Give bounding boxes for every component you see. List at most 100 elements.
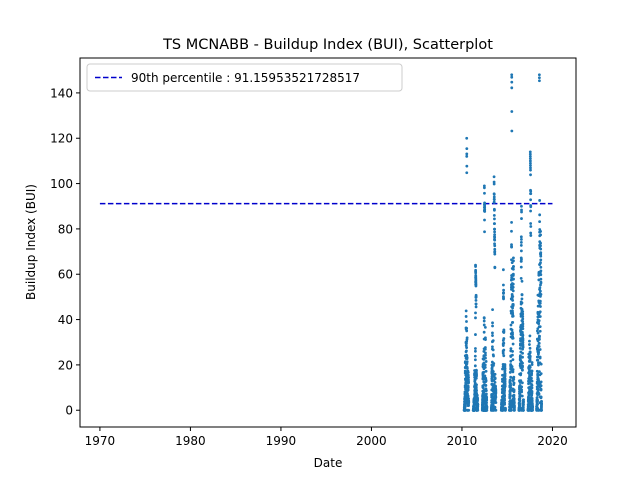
data-point — [493, 377, 497, 381]
data-point — [492, 175, 496, 179]
data-point — [511, 321, 515, 324]
data-point — [538, 356, 542, 360]
data-point — [537, 322, 541, 326]
data-point — [474, 316, 477, 320]
data-point — [521, 315, 525, 318]
data-point — [465, 349, 468, 353]
data-point — [494, 384, 497, 388]
x-tick-label: 2020 — [537, 434, 568, 448]
data-point — [531, 408, 534, 412]
data-point — [482, 370, 486, 374]
data-point — [530, 369, 534, 373]
data-point — [484, 369, 488, 373]
data-point — [466, 388, 470, 392]
data-point — [538, 213, 542, 217]
data-point — [485, 401, 488, 405]
data-point — [474, 385, 478, 389]
data-point — [491, 324, 494, 328]
data-point — [492, 182, 496, 186]
data-point — [528, 157, 532, 161]
data-point — [519, 249, 523, 253]
data-point — [511, 302, 515, 306]
data-point — [536, 398, 539, 402]
data-point — [520, 217, 523, 220]
data-point — [490, 366, 494, 370]
data-point — [529, 209, 532, 213]
data-point — [510, 365, 514, 368]
data-point — [508, 370, 512, 374]
data-point — [512, 393, 516, 397]
data-point — [518, 399, 522, 403]
data-point — [539, 233, 543, 237]
data-point — [538, 325, 542, 329]
data-point — [530, 379, 534, 383]
data-point — [538, 329, 542, 333]
data-point — [494, 401, 498, 405]
data-point — [519, 241, 523, 244]
data-point — [482, 330, 486, 334]
data-point — [503, 368, 507, 372]
data-point — [465, 171, 469, 175]
data-point — [536, 329, 539, 333]
data-point — [528, 334, 532, 338]
data-point — [484, 383, 488, 387]
y-tick-label: 60 — [58, 268, 73, 282]
data-point — [537, 345, 541, 348]
data-point — [509, 386, 513, 389]
data-point — [520, 381, 524, 385]
data-point — [473, 364, 477, 368]
data-point — [511, 306, 515, 310]
y-tick-label: 140 — [50, 86, 73, 100]
data-point — [538, 199, 542, 202]
data-point — [485, 398, 489, 402]
data-point — [465, 329, 469, 333]
data-point — [519, 277, 523, 280]
data-point — [539, 261, 542, 265]
data-point — [465, 336, 469, 340]
data-point — [482, 319, 486, 323]
data-point — [519, 372, 523, 375]
data-point — [528, 365, 532, 369]
data-point — [491, 321, 494, 325]
data-point — [521, 324, 525, 328]
data-point — [511, 342, 515, 346]
data-point — [511, 353, 514, 357]
data-point — [503, 403, 506, 406]
data-point — [518, 396, 522, 400]
data-point — [538, 348, 542, 351]
data-point — [485, 395, 489, 399]
data-point — [509, 323, 513, 327]
data-point — [475, 389, 478, 393]
data-point — [467, 376, 470, 379]
data-point — [502, 348, 506, 352]
data-point — [474, 299, 478, 302]
data-point — [493, 244, 497, 248]
data-point — [508, 378, 512, 382]
data-point — [536, 358, 540, 362]
data-point — [537, 76, 541, 80]
data-point — [503, 382, 507, 386]
data-point — [493, 233, 497, 237]
data-point — [502, 291, 505, 295]
data-point — [536, 402, 539, 406]
data-point — [482, 186, 486, 190]
data-point — [528, 358, 532, 362]
data-point — [527, 367, 531, 371]
data-point — [510, 220, 513, 224]
data-point — [484, 353, 487, 357]
data-point — [530, 402, 534, 406]
data-point — [466, 386, 470, 390]
data-point — [475, 372, 478, 376]
data-point — [467, 400, 471, 404]
data-point — [521, 333, 525, 337]
legend-entry-90th-percentile: 90th percentile : 91.15953521728517 — [131, 71, 360, 85]
y-tick-label: 0 — [65, 404, 73, 418]
data-point — [493, 217, 496, 221]
data-point — [510, 86, 514, 90]
data-point — [537, 319, 541, 323]
data-point — [485, 405, 489, 409]
data-point — [536, 372, 540, 376]
data-point — [511, 282, 515, 286]
